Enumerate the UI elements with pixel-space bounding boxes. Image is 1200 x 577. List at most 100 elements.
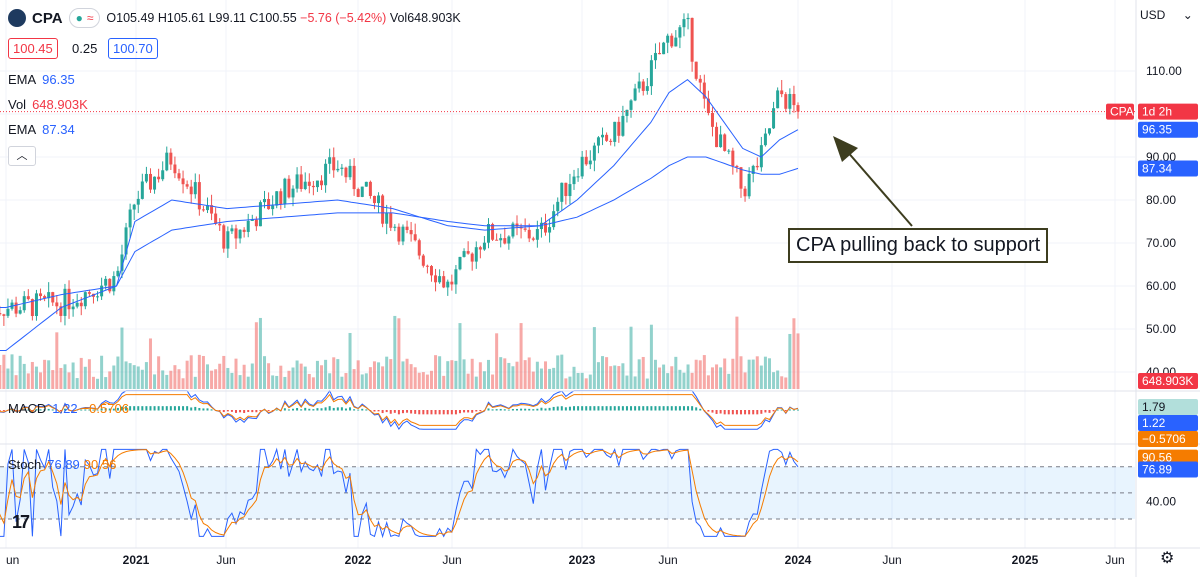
macd-legend[interactable]: MACD 1.22 −0.5706 — [8, 401, 129, 416]
candle-body — [100, 285, 104, 297]
macd-histogram-bar — [336, 407, 339, 411]
bid-button[interactable]: 100.45 — [8, 38, 58, 59]
candle-body — [393, 226, 397, 228]
candle-body — [368, 181, 372, 196]
macd-histogram-bar — [149, 406, 152, 411]
candle-body — [772, 108, 776, 129]
ema-legend-1[interactable]: EMA 96.35 — [8, 72, 75, 87]
volume-badge-bg — [1138, 373, 1198, 389]
candle-body — [662, 42, 666, 55]
volume-bar — [674, 356, 678, 389]
candle-body — [116, 270, 120, 277]
ask-button[interactable]: 100.70 — [108, 38, 158, 59]
volume-bar — [336, 359, 340, 389]
candle-body — [409, 230, 413, 235]
volume-legend[interactable]: Vol 648.903K — [8, 97, 88, 112]
macd-histogram-bar — [621, 406, 624, 411]
volume-bar — [377, 362, 381, 389]
macd-histogram-bar — [235, 410, 238, 413]
ema-label: EMA — [8, 72, 37, 87]
volume-bar — [653, 359, 657, 389]
volume-bar — [169, 370, 173, 389]
volume-bar — [47, 360, 51, 389]
macd-histogram-bar — [357, 409, 360, 411]
macd-histogram-bar — [654, 406, 657, 411]
macd-histogram-bar — [454, 410, 457, 415]
macd-histogram-bar — [190, 407, 193, 411]
macd-histogram-bar — [406, 410, 409, 413]
volume-bar — [238, 375, 242, 389]
candle-body — [263, 199, 267, 203]
settings-gear-icon[interactable]: ⚙ — [1160, 550, 1175, 567]
macd-histogram-bar — [55, 409, 58, 411]
candle-body — [592, 145, 596, 161]
candle-body — [311, 185, 315, 188]
volume-bar — [320, 365, 324, 389]
macd-histogram-bar — [161, 406, 164, 411]
macd-histogram-bar — [410, 410, 413, 414]
macd-histogram-bar — [210, 409, 213, 411]
stoch-legend[interactable]: Stoch 76.89 90.56 — [8, 457, 116, 472]
candle-body — [429, 266, 433, 276]
volume-bar — [466, 373, 470, 389]
macd-histogram-bar — [145, 406, 148, 411]
macd-histogram-bar — [116, 407, 119, 411]
signal-value: −0.5706 — [81, 401, 129, 416]
volume-bar — [193, 376, 197, 389]
macd-histogram-bar — [112, 408, 115, 411]
macd-histogram-bar — [108, 408, 111, 411]
candle-body — [30, 299, 34, 317]
currency-selector[interactable]: USD ⌄ — [1140, 8, 1193, 22]
candle-body — [148, 173, 152, 190]
ema1-badge-bg — [1138, 121, 1198, 138]
candle-body — [552, 211, 556, 228]
volume-bar — [67, 372, 71, 389]
macd-histogram-bar — [568, 406, 571, 411]
candle-body — [18, 310, 22, 314]
volume-bar — [307, 373, 311, 389]
candle-body — [576, 176, 580, 178]
volume-bar — [739, 356, 743, 389]
volume-bar — [157, 356, 161, 389]
candle-body — [462, 251, 466, 257]
candle-body — [666, 35, 670, 43]
volume-bar — [79, 357, 83, 389]
volume-bar — [535, 361, 539, 389]
ema-legend-2[interactable]: EMA 87.34 — [8, 122, 75, 137]
macd-histogram-bar — [735, 410, 738, 415]
candle-body — [739, 167, 743, 189]
annotation-callout[interactable]: CPA pulling back to support — [788, 228, 1049, 263]
volume-bar — [462, 359, 466, 389]
volume-bar — [417, 372, 421, 389]
indicator-toggle[interactable]: ● ≈ — [68, 8, 101, 28]
macd-histogram-bar — [450, 410, 453, 415]
collapse-legend-button[interactable]: ︿ — [8, 146, 36, 166]
chevron-up-icon: ︿ — [16, 150, 28, 162]
volume-bar — [124, 361, 128, 389]
macd-histogram-bar — [177, 406, 180, 411]
volume-bar — [381, 366, 385, 389]
macd-histogram-bar — [344, 408, 347, 411]
volume-bar — [30, 361, 34, 389]
macd-histogram-bar — [475, 410, 478, 412]
candle-body — [165, 152, 169, 171]
macd-histogram-bar — [39, 409, 42, 411]
volume-bar — [173, 365, 177, 389]
volume-bar — [735, 316, 739, 389]
volume-bar — [503, 358, 507, 389]
candle-body — [413, 234, 417, 241]
volume-bar — [666, 373, 670, 389]
stoch-d-line — [0, 449, 799, 537]
candle-body — [254, 219, 258, 227]
volume-bar — [360, 374, 364, 389]
candle-body — [267, 199, 271, 210]
volume-bar — [486, 359, 490, 389]
candle-body — [486, 224, 490, 243]
symbol-name[interactable]: CPA — [32, 9, 63, 27]
candle-body — [71, 306, 75, 310]
candle-body — [405, 226, 409, 231]
candle-body — [649, 60, 653, 87]
close-value: C100.55 — [249, 11, 297, 25]
volume-bar — [438, 356, 442, 389]
